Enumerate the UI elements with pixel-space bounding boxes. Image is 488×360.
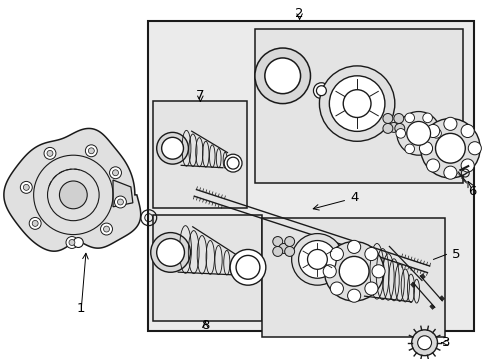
Circle shape (307, 249, 326, 269)
Circle shape (103, 226, 109, 232)
Polygon shape (113, 180, 133, 207)
Circle shape (272, 237, 282, 247)
Circle shape (371, 265, 385, 278)
Circle shape (230, 249, 265, 285)
Circle shape (29, 217, 41, 229)
Circle shape (316, 86, 325, 96)
Circle shape (460, 159, 473, 172)
Circle shape (347, 240, 360, 253)
Circle shape (44, 147, 56, 159)
Circle shape (343, 90, 370, 117)
Circle shape (396, 112, 440, 155)
Circle shape (382, 123, 392, 133)
Circle shape (23, 184, 29, 190)
Circle shape (284, 247, 294, 256)
Circle shape (32, 220, 38, 226)
Bar (147, 21, 473, 331)
Circle shape (150, 233, 190, 272)
Circle shape (395, 129, 405, 138)
Text: 7: 7 (196, 89, 204, 102)
Circle shape (47, 150, 53, 156)
Circle shape (328, 76, 384, 131)
Circle shape (272, 247, 282, 256)
Circle shape (417, 336, 431, 350)
Circle shape (323, 265, 336, 278)
Circle shape (291, 234, 343, 285)
Circle shape (117, 199, 123, 205)
Circle shape (426, 125, 439, 138)
Circle shape (69, 239, 75, 246)
Circle shape (73, 238, 83, 247)
Text: 1: 1 (77, 302, 85, 315)
Circle shape (435, 133, 464, 163)
Circle shape (313, 83, 328, 99)
Bar (254, 29, 462, 183)
Circle shape (264, 58, 300, 94)
Circle shape (393, 113, 403, 123)
Circle shape (319, 66, 394, 141)
Bar (262, 218, 445, 337)
Circle shape (460, 125, 473, 138)
Circle shape (112, 170, 118, 176)
Bar (152, 215, 262, 321)
Circle shape (420, 118, 479, 178)
Circle shape (422, 113, 431, 123)
Circle shape (298, 240, 336, 278)
Polygon shape (4, 129, 141, 251)
Circle shape (324, 242, 383, 301)
Circle shape (224, 154, 242, 172)
Circle shape (162, 137, 183, 159)
Text: 6: 6 (467, 185, 475, 198)
Circle shape (85, 145, 97, 157)
Text: 8: 8 (201, 319, 209, 332)
Circle shape (422, 144, 431, 154)
Circle shape (431, 129, 441, 138)
Text: 2: 2 (295, 7, 303, 20)
Circle shape (156, 239, 184, 266)
Circle shape (226, 157, 239, 169)
Circle shape (330, 282, 343, 295)
Circle shape (114, 196, 126, 208)
Circle shape (109, 167, 121, 179)
Circle shape (404, 113, 414, 123)
Circle shape (339, 256, 368, 286)
Circle shape (364, 282, 377, 295)
Text: 4: 4 (349, 192, 358, 204)
Circle shape (284, 237, 294, 247)
Circle shape (419, 142, 432, 155)
Circle shape (388, 122, 398, 132)
Text: 5: 5 (451, 248, 460, 261)
Circle shape (468, 142, 480, 155)
Circle shape (101, 223, 112, 235)
Circle shape (443, 117, 456, 130)
Circle shape (347, 289, 360, 302)
Circle shape (330, 247, 343, 261)
Circle shape (404, 144, 414, 154)
Circle shape (394, 123, 404, 133)
Circle shape (278, 243, 288, 253)
Bar (152, 100, 246, 208)
Circle shape (66, 237, 78, 248)
Circle shape (443, 166, 456, 179)
Circle shape (88, 148, 94, 154)
Circle shape (364, 247, 377, 261)
Circle shape (406, 121, 429, 145)
Circle shape (411, 330, 437, 356)
Circle shape (382, 113, 392, 123)
Circle shape (236, 255, 259, 279)
Circle shape (254, 48, 310, 104)
Circle shape (426, 159, 439, 172)
Circle shape (60, 181, 87, 209)
Text: 3: 3 (441, 336, 450, 349)
Circle shape (156, 132, 188, 164)
Circle shape (20, 181, 32, 193)
